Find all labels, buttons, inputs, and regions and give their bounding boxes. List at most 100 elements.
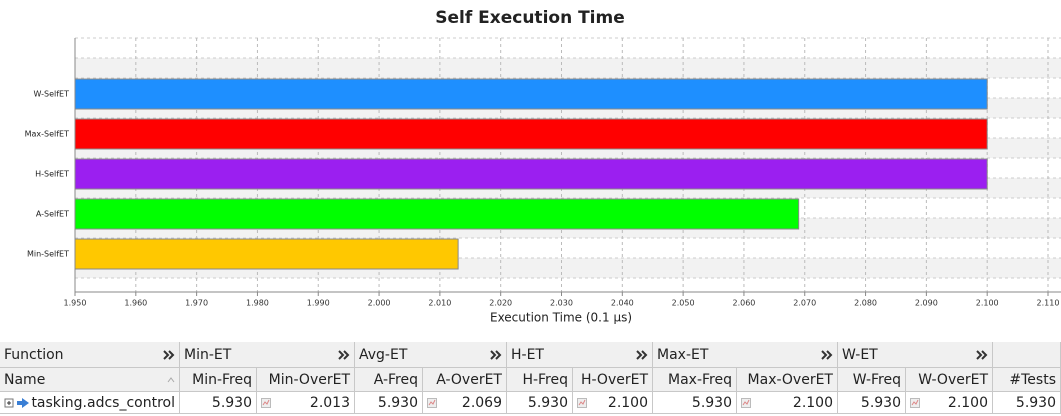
- table-cell: 2.013: [257, 392, 355, 414]
- x-tick-label: 2.050: [672, 299, 695, 308]
- cell-text: 5.930: [691, 394, 732, 411]
- table-cell: 2.100: [906, 392, 993, 414]
- chart-title: Self Execution Time: [435, 8, 625, 28]
- x-tick-label: 2.030: [550, 299, 573, 308]
- cell-text: 5.930: [377, 394, 418, 411]
- bar: [74, 118, 988, 150]
- cell-text: H-ET: [511, 346, 544, 363]
- cell-text: Max-ET: [657, 346, 709, 363]
- table-cell: 5.930: [507, 392, 573, 414]
- cell-text: H-OverET: [580, 371, 648, 388]
- y-tick-label: H-SelfET: [35, 170, 69, 179]
- expand-icon[interactable]: [636, 349, 648, 360]
- cell-text: #Tests: [1009, 371, 1056, 388]
- cell-text: 5.930: [860, 394, 901, 411]
- group-header[interactable]: W-ET: [838, 342, 993, 368]
- table-cell: 5.930: [838, 392, 906, 414]
- x-tick-label: 2.060: [732, 299, 755, 308]
- y-tick-label: A-SelfET: [36, 210, 69, 219]
- x-tick-label: 1.950: [64, 299, 87, 308]
- cell-text: Avg-ET: [359, 346, 408, 363]
- cell-text: Min-Freq: [192, 371, 252, 388]
- table: Function Min-ET Avg-ET H-ET Max-ET W-ET Name Mi…: [0, 342, 1061, 416]
- column-header[interactable]: W-Freq: [838, 368, 906, 392]
- y-tick-label: Max-SelfET: [25, 130, 70, 139]
- table-cell: 5.930: [180, 392, 257, 414]
- x-tick-label: 2.090: [915, 299, 938, 308]
- expand-icon[interactable]: [163, 349, 175, 360]
- cell-text: H-Freq: [522, 371, 568, 388]
- cell-text: 2.013: [309, 394, 350, 411]
- x-tick-label: 2.040: [611, 299, 634, 308]
- sort-icon: [167, 376, 175, 382]
- chart-icon: [741, 397, 751, 408]
- expand-icon[interactable]: [338, 349, 350, 360]
- column-header[interactable]: Max-OverET: [737, 368, 838, 392]
- cell-text: W-ET: [842, 346, 878, 363]
- plot-band: [75, 38, 1061, 58]
- cell-text: Min-ET: [184, 346, 232, 363]
- table-cell: 5.930: [653, 392, 737, 414]
- cell-text: 2.069: [461, 394, 502, 411]
- x-tick-label: 1.970: [185, 299, 208, 308]
- table-cell: tasking.adcs_control: [0, 392, 180, 414]
- y-tick-label: Min-SelfET: [27, 250, 69, 259]
- column-header[interactable]: A-OverET: [423, 368, 507, 392]
- chart-icon: [261, 397, 271, 408]
- expand-icon[interactable]: [821, 349, 833, 360]
- x-tick-label: 2.020: [489, 299, 512, 308]
- cell-text: Max-OverET: [747, 371, 833, 388]
- x-tick-label: 2.110: [1037, 299, 1060, 308]
- column-header[interactable]: A-Freq: [355, 368, 423, 392]
- x-tick-label: 2.010: [428, 299, 451, 308]
- expand-icon[interactable]: [490, 349, 502, 360]
- chart: Self Execution Time Execution Time (0.1 …: [25, 8, 1061, 325]
- cell-text: Min-OverET: [268, 371, 350, 388]
- y-tick-label: W-SelfET: [34, 90, 70, 99]
- table-cell: 2.069: [423, 392, 507, 414]
- cell-text: 5.930: [1015, 394, 1056, 411]
- bar: [74, 198, 800, 230]
- table-cell: 2.100: [737, 392, 838, 414]
- cell-text: 2.100: [792, 394, 833, 411]
- bar: [74, 158, 988, 190]
- x-tick-label: 1.960: [124, 299, 147, 308]
- table-cell: 5.930: [993, 392, 1061, 414]
- bar: [74, 238, 459, 270]
- expand-icon[interactable]: [976, 349, 988, 360]
- x-tick-label: 2.100: [976, 299, 999, 308]
- plot-band: [75, 58, 1061, 78]
- group-header[interactable]: H-ET: [507, 342, 653, 368]
- cell-text: Max-Freq: [668, 371, 732, 388]
- x-tick-label: 2.080: [854, 299, 877, 308]
- cell-text: A-Freq: [373, 371, 418, 388]
- column-header[interactable]: Max-Freq: [653, 368, 737, 392]
- cell-text: A-OverET: [436, 371, 502, 388]
- group-header[interactable]: Function: [0, 342, 180, 368]
- cell-text: 2.100: [947, 394, 988, 411]
- group-header[interactable]: Avg-ET: [355, 342, 507, 368]
- x-axis-label: Execution Time (0.1 µs): [490, 311, 632, 325]
- column-header[interactable]: Min-Freq: [180, 368, 257, 392]
- column-header[interactable]: H-OverET: [573, 368, 653, 392]
- column-header[interactable]: W-OverET: [906, 368, 993, 392]
- group-header[interactable]: Max-ET: [653, 342, 838, 368]
- chart-icon: [910, 397, 920, 408]
- column-header[interactable]: H-Freq: [507, 368, 573, 392]
- cell-text: W-OverET: [918, 371, 988, 388]
- chart-icon: [427, 397, 437, 408]
- column-header[interactable]: Min-OverET: [257, 368, 355, 392]
- tree-icons[interactable]: [4, 397, 29, 409]
- column-header[interactable]: #Tests: [993, 368, 1061, 392]
- cell-text: W-Freq: [852, 371, 901, 388]
- plot-band: [75, 278, 1061, 292]
- cell-text: 5.930: [211, 394, 252, 411]
- group-header: [993, 342, 1061, 368]
- group-header[interactable]: Min-ET: [180, 342, 355, 368]
- cell-text: Function: [4, 346, 64, 363]
- cell-text: 2.100: [607, 394, 648, 411]
- x-tick-label: 1.980: [246, 299, 269, 308]
- x-tick-label: 2.000: [368, 299, 391, 308]
- column-header[interactable]: Name: [0, 368, 180, 392]
